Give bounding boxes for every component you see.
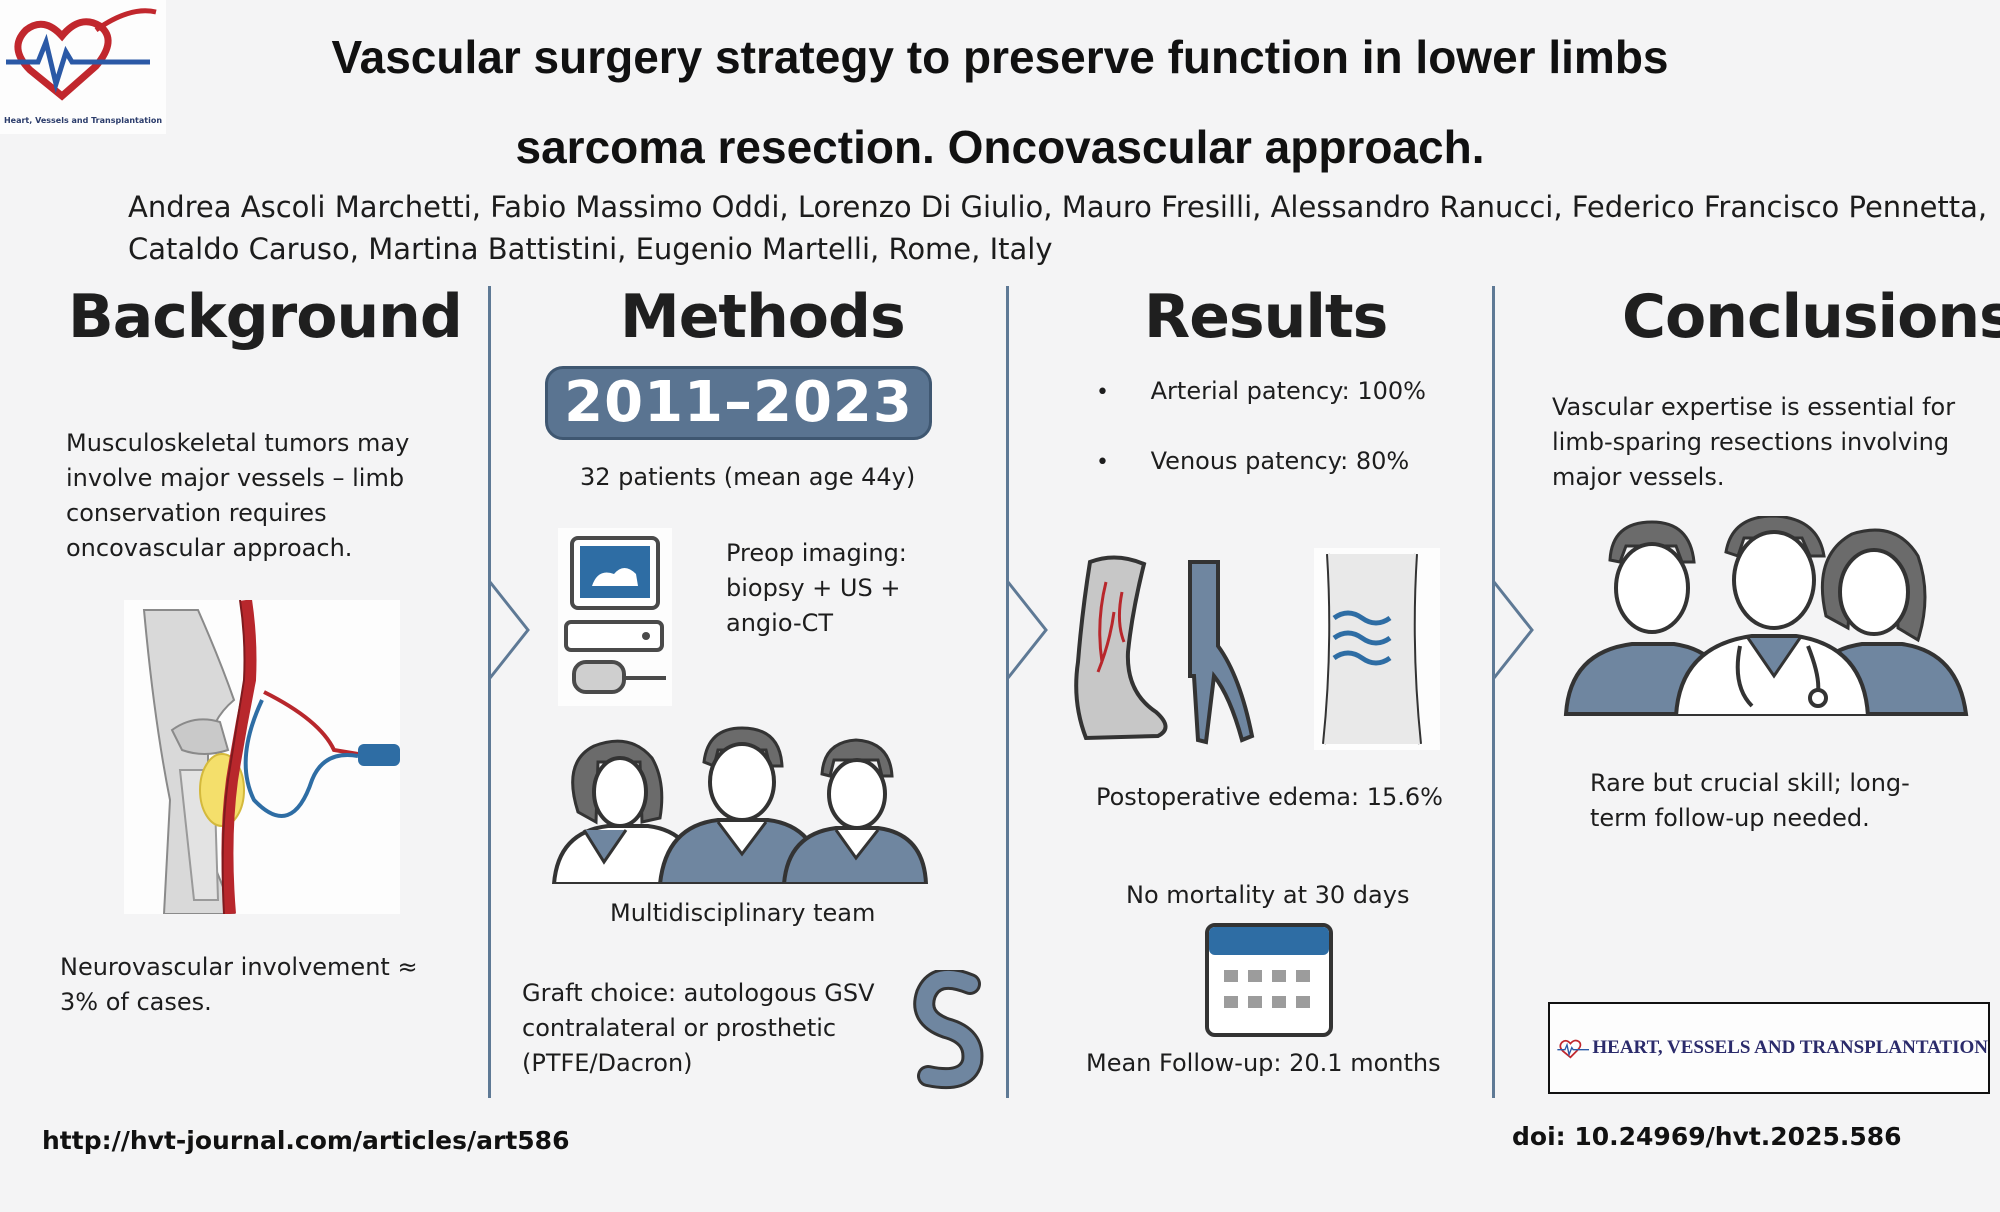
years-badge: 2011–2023: [545, 366, 932, 440]
doctors-icon: [1563, 516, 1969, 716]
results-bullet-1: • Arterial patency: 100%: [1096, 374, 1426, 410]
background-heading: Background: [68, 282, 463, 352]
graft-tube-icon: [913, 970, 984, 1090]
background-footnote: Neurovascular involvement ≈ 3% of cases.: [60, 953, 418, 1016]
patients-text: 32 patients (mean age 44y): [580, 463, 916, 491]
calendar-icon: [1205, 923, 1333, 1037]
poster-title-line2: sarcoma resection. Oncovascular approach…: [515, 121, 1485, 173]
article-url-link[interactable]: http://hvt-journal.com/articles/art586: [42, 1126, 570, 1155]
edema-text: Postoperative edema: 15.6%: [1096, 783, 1443, 811]
journal-banner-name: HEART, VESSELS AND TRANSPLANTATION: [1592, 1037, 1988, 1058]
leg-vessel-icon: [1074, 555, 1168, 741]
bullet-icon: •: [1096, 450, 1109, 475]
column-divider-1: [488, 286, 491, 1098]
heart-logo-icon: [6, 8, 157, 101]
edema-leg-icon: [1314, 548, 1440, 750]
imaging-text: Preop imaging: biopsy + US + angio-CT: [726, 539, 907, 637]
column-divider-3: [1492, 286, 1495, 1098]
graft-text: Graft choice: autologous GSV contralater…: [522, 979, 875, 1077]
chevron-right-icon: [1492, 581, 1534, 679]
bullet-icon: •: [1096, 380, 1109, 405]
journal-banner: HEART, VESSELS AND TRANSPLANTATION: [1548, 1002, 1990, 1094]
vein-y-icon: [1188, 560, 1255, 745]
journal-logo: Heart, Vessels and Transplantation: [0, 0, 166, 134]
team-caption: Multidisciplinary team: [610, 899, 876, 927]
doi-text[interactable]: doi: 10.24969/hvt.2025.586: [1512, 1122, 1902, 1151]
conclusions-text: Vascular expertise is essential for limb…: [1552, 393, 1956, 491]
computer-imaging-icon: [558, 528, 672, 706]
team-icon: [548, 722, 928, 884]
results-heading: Results: [1144, 282, 1388, 352]
conclusions-skill: Rare but crucial skill; long-term follow…: [1590, 769, 1910, 832]
authors-line2: Cataldo Caruso, Martina Battistini, Euge…: [128, 232, 1053, 266]
logo-caption: Heart, Vessels and Transplantation: [3, 116, 163, 125]
followup-text: Mean Follow-up: 20.1 months: [1086, 1049, 1441, 1077]
poster-title-line1: Vascular surgery strategy to preserve fu…: [331, 31, 1669, 83]
knee-vessel-illustration: [124, 600, 400, 914]
heart-logo-icon: [1557, 1039, 1589, 1059]
chevron-right-icon: [488, 581, 530, 679]
column-divider-2: [1006, 286, 1009, 1098]
results-bullet-2: • Venous patency: 80%: [1096, 444, 1409, 480]
background-text: Musculoskeletal tumors may involve major…: [66, 429, 410, 562]
methods-heading: Methods: [620, 282, 906, 352]
venous-patency: Venous patency: 80%: [1150, 447, 1410, 475]
arterial-patency: Arterial patency: 100%: [1150, 377, 1426, 405]
conclusions-heading: Conclusions: [1622, 282, 2000, 352]
chevron-right-icon: [1006, 581, 1048, 679]
mortality-text: No mortality at 30 days: [1126, 881, 1410, 909]
authors-line1: Andrea Ascoli Marchetti, Fabio Massimo O…: [128, 190, 1988, 224]
